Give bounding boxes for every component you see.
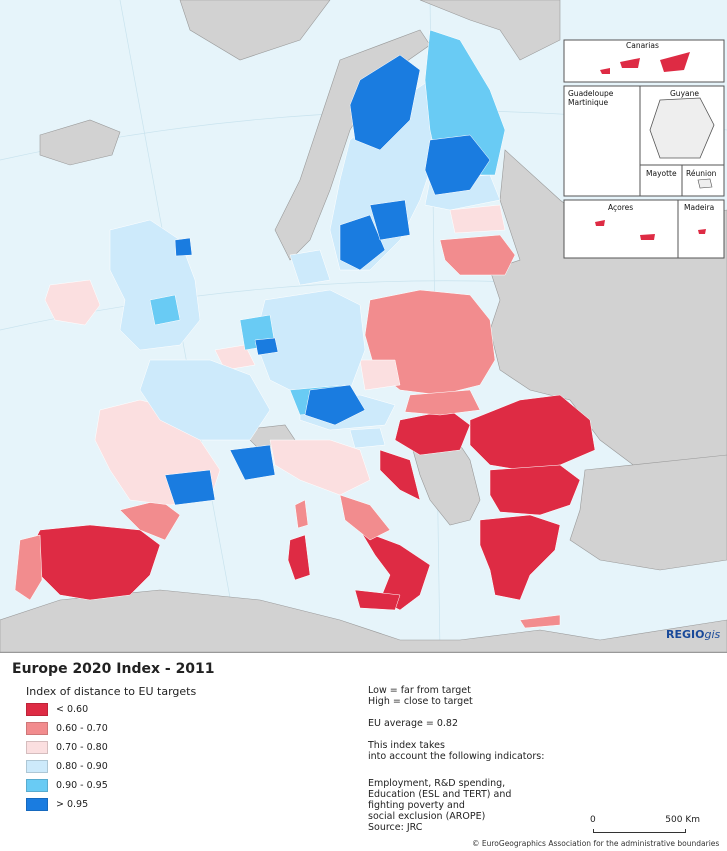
regio-gis-logo: REGIOgis [666,628,721,641]
inset-regions [595,52,706,240]
label-canarias: Canarias [626,41,659,50]
non-eu-land [0,0,727,652]
regions-above-095 [164,54,491,506]
regions-060-070 [119,234,516,541]
note-indicator-1: Employment, R&D spending, [368,778,506,789]
notes-block: Low = far from target High = close to ta… [368,685,558,833]
label-guadeloupe: Guadeloupe [568,89,614,98]
note-source: Source: JRC [368,822,423,833]
reunion-shape [697,178,713,189]
legend-item: 0.90 - 0.95 [26,778,108,792]
label-mayotte: Mayotte [646,169,677,178]
scale-max: 500 Km [665,815,700,825]
label-martinique: Martinique [568,98,609,107]
note-index-2: into account the following indicators: [368,751,545,762]
legend-item: 0.70 - 0.80 [26,740,108,754]
legend-swatch [26,778,48,792]
note-index-1: This index takes [368,740,445,751]
legend-swatch [26,740,48,754]
legend-swatch [26,721,48,735]
note-indicator-3: fighting poverty and [368,800,465,811]
legend-title: Index of distance to EU targets [26,685,197,698]
scale-zero: 0 [590,815,596,825]
europe-map: Canarias Guadeloupe Martinique Guyane Ma… [0,0,727,652]
note-high: High = close to target [368,696,473,707]
legend-item: 0.80 - 0.90 [26,759,108,773]
legend-item: < 0.60 [26,702,88,716]
label-guyane: Guyane [670,89,699,98]
label-reunion: Réunion [686,169,717,178]
legend-swatch [26,702,48,716]
legend-panel: Europe 2020 Index - 2011 Index of distan… [0,652,727,851]
guyane-shape [649,97,715,159]
note-indicator-2: Education (ESL and TERT) and [368,789,512,800]
note-indicator-4: social exclusion (AROPE) [368,811,486,822]
legend-swatch [26,797,48,811]
label-acores: Açores [608,203,633,212]
note-low: Low = far from target [368,685,471,696]
legend-swatch [26,759,48,773]
map-title: Europe 2020 Index - 2011 [12,661,215,677]
legend-item: > 0.95 [26,797,88,811]
regions-below-060 [14,394,596,629]
copyright-text: © EuroGeographics Association for the ad… [472,839,720,848]
scale-line [593,829,686,833]
legend-item: 0.60 - 0.70 [26,721,108,735]
scale-bar: 0 500 Km [590,815,700,835]
note-eu-average: EU average = 0.82 [368,718,459,729]
label-madeira: Madeira [684,203,714,212]
